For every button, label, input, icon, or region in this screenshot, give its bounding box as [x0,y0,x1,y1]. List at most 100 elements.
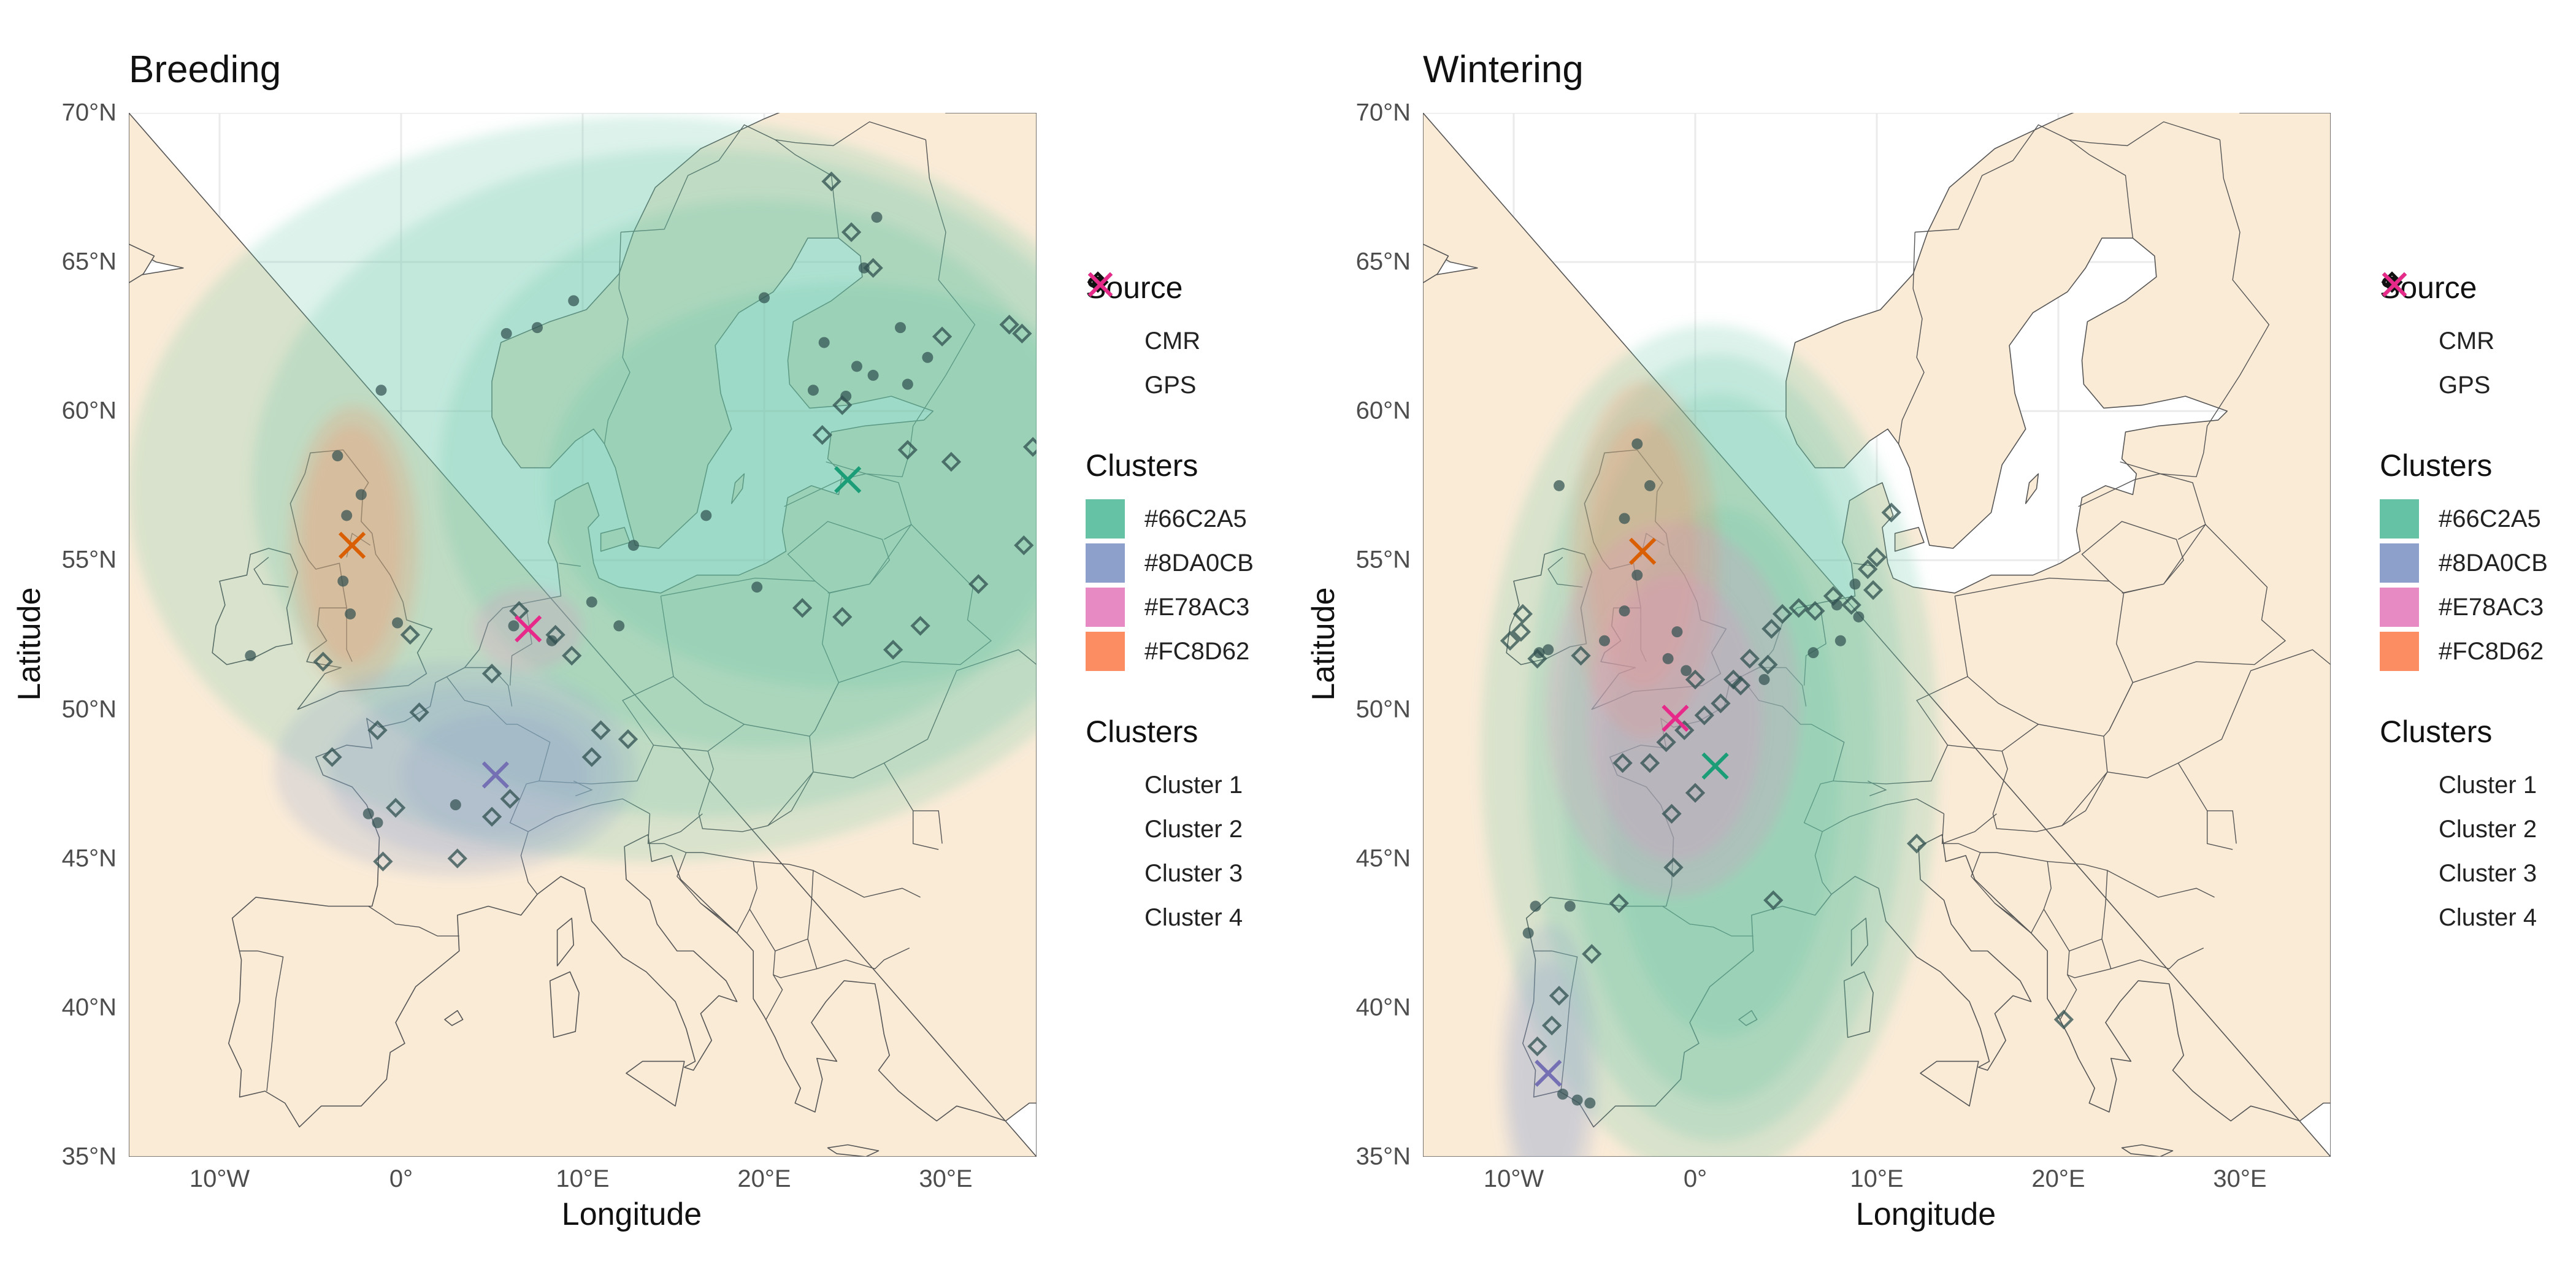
legend-key [2380,272,2419,849]
gps-point [999,315,1019,335]
cmr-point [1807,647,1819,659]
legend-title: Clusters [2380,448,2493,483]
cmr-point [500,328,512,339]
legend-item: #8DA0CB [2380,541,2576,585]
country-border [913,810,943,844]
y-tick-label: 65°N [61,248,117,275]
x-tick-label: 10°W [189,1165,250,1192]
cmr-point [337,575,349,587]
legend-label: Cluster 3 [1144,859,1243,887]
y-tick-label: 70°N [1355,99,1411,126]
legend-key [1086,632,1125,671]
panel-title: Wintering [1423,48,1584,91]
legend-label: #FC8D62 [1144,637,1250,665]
cluster-centroid-marker [481,761,510,789]
gps-point [367,720,388,740]
country-border [2060,951,2077,1020]
cmr-point [1554,480,1565,491]
gps-point [1541,1015,1562,1036]
gps-point [1609,893,1629,913]
legend-group: Source CMR GPS [1086,270,1288,407]
legend-item: #8DA0CB [1086,541,1288,585]
cmr-point [1599,635,1610,646]
legend-title: Clusters [2380,715,2493,749]
country-border [1947,724,2104,752]
cmr-point [1619,513,1630,524]
cmr-point [392,617,404,629]
legend-key [2380,272,2419,893]
gps-point [968,574,989,594]
gps-point [1863,580,1884,600]
gps-point [1761,619,1782,639]
gps-point [821,171,841,192]
legend-item: #FC8D62 [2380,629,2576,673]
legend-title: Source [1086,270,1183,305]
gps-point [1663,857,1684,878]
x-tick-label: 10°E [556,1165,610,1192]
gps-point [841,222,862,242]
gps-point [1758,654,1778,675]
gps-point [581,747,602,767]
legend-item: #66C2A5 [2380,497,2576,541]
legend-title: Clusters [1086,448,1198,483]
legend-label: Cluster 3 [2439,859,2537,887]
gps-point [1014,535,1034,556]
legend-item: Cluster 3 [1086,272,1288,895]
gps-point [447,848,467,868]
gps-point [1662,803,1682,824]
legend-key [1086,271,1125,405]
gps-point [1906,834,1927,854]
country-border [2078,473,2206,540]
cmr-point [341,510,353,521]
gps-point [481,664,502,684]
legend-item: Cluster 2 [2380,272,2576,851]
cmr-point [1530,900,1541,912]
panel-title: Breeding [129,48,282,91]
country-border [239,950,284,1092]
land-sardinia [549,971,580,1038]
gps-point [897,440,918,460]
legend-key [1086,499,1125,539]
legend-label: #66C2A5 [1144,505,1247,532]
country-border [1967,676,2039,725]
gps-point [322,747,342,767]
legend-label: #E78AC3 [1144,593,1250,621]
x-axis-label: Longitude [561,1197,702,1232]
country-border [1980,852,2052,933]
country-border [1941,813,1997,845]
gps-point [1612,753,1633,773]
y-tick-label: 55°N [1355,546,1411,573]
country-border [2207,810,2237,844]
gps-point [910,616,930,636]
cmr-point [1834,635,1846,646]
land-mallorca [444,1010,464,1026]
land-crete [827,1144,880,1157]
y-tick-label: 60°N [61,397,117,424]
country-border [2061,762,2233,850]
cluster-centroid-marker [1701,752,1729,780]
cmr-point [245,650,256,662]
gps-point [863,258,883,278]
legend-title: Source [2380,270,2477,305]
cluster-centroid-marker [1629,537,1657,565]
gps-point [1772,604,1793,624]
legend-label: Cluster 1 [1144,771,1243,799]
country-border [749,861,814,952]
legend-key [2380,632,2419,671]
y-tick-label: 45°N [61,845,117,872]
cmr-point [508,620,519,632]
legend-key [2380,588,2419,627]
cmr-point [759,292,770,304]
country-border [2069,139,2134,239]
cmr-point [1644,480,1655,491]
cmr-point [345,608,356,619]
country-border [1994,903,2032,933]
country-border [813,870,921,898]
y-tick-label: 35°N [1355,1143,1411,1170]
legend-key [1086,272,1125,805]
x-tick-label: 20°E [737,1165,791,1192]
gps-point [1527,1036,1547,1057]
x-tick-label: 20°E [2031,1165,2085,1192]
gps-point [1841,595,1861,615]
gps-point [812,425,832,445]
